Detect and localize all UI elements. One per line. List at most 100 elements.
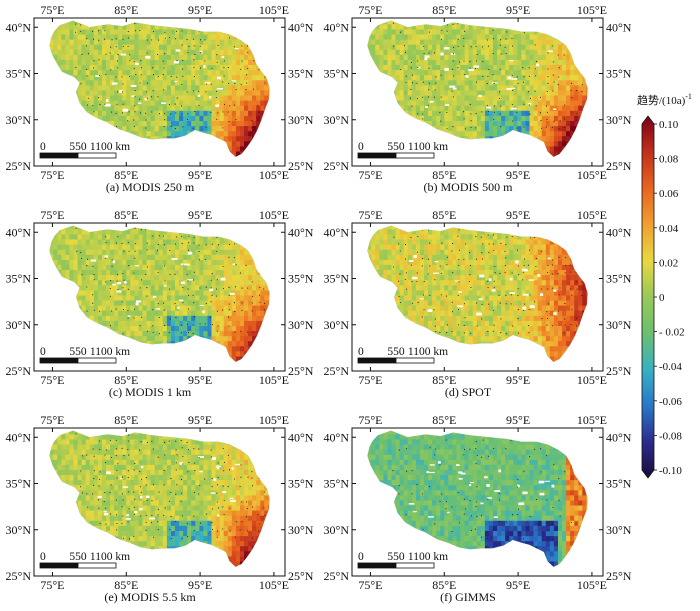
lon-tick-label-bottom: 95°E [188, 578, 212, 592]
lon-tick-label-top: 85°E [432, 3, 456, 17]
colorbar-tick-label: -0.10 [659, 465, 682, 477]
scale-bar-label: 0 [358, 346, 364, 358]
colorbar-ramp [641, 115, 655, 479]
lat-tick-label-right: 35°N [288, 272, 314, 286]
lat-tick-label-left: 25°N [6, 159, 32, 173]
colorbar-svg: 趋势/(10a)-1 0.10 0.08 0.06 0.04 0.02 0 - 0.02 -0.… [637, 92, 692, 479]
scale-bar-label: 1100 km [408, 141, 448, 153]
lon-tick-label-bottom: 75°E [40, 168, 64, 182]
lon-tick-label-bottom: 95°E [188, 168, 212, 182]
map-figure: 75°E 75°E 85°E 85°E 95°E 95°E 105°E 105°E 40°N 40… [6, 3, 314, 182]
lat-tick-label-right: 30°N [606, 113, 632, 127]
map-frame [33, 17, 286, 167]
map-figure: 75°E 75°E 85°E 85°E 95°E 95°E 105°E 105°E 40°N 40… [6, 208, 314, 387]
lon-tick-label-top: 75°E [358, 3, 382, 17]
lon-tick-label-top: 105°E [259, 413, 289, 427]
lon-tick-label-top: 95°E [188, 3, 212, 17]
panel-caption: (f) GIMMS [440, 590, 496, 604]
lon-tick-label-bottom: 85°E [432, 168, 456, 182]
lat-tick-label-right: 35°N [288, 67, 314, 81]
lon-tick-label-bottom: 105°E [259, 578, 289, 592]
lat-tick-label-right: 25°N [288, 364, 314, 378]
map-panel-modis1k: 75°E 75°E 85°E 85°E 95°E 95°E 105°E 105°E 40°N 40… [0, 205, 314, 405]
lat-tick-label-right: 25°N [606, 364, 632, 378]
trend-raster [49, 20, 270, 157]
lon-tick-label-bottom: 105°E [577, 168, 607, 182]
colorbar-tick-label: 0.06 [659, 188, 679, 200]
lon-tick-label-top: 75°E [358, 208, 382, 222]
lat-tick-label-right: 25°N [606, 569, 632, 583]
lat-tick-label-left: 35°N [324, 67, 350, 81]
scale-bar-label: 1100 km [90, 551, 130, 563]
lon-tick-label-bottom: 85°E [114, 168, 138, 182]
lat-tick-label-right: 40°N [288, 20, 314, 34]
lat-tick-label-right: 35°N [606, 477, 632, 491]
lon-tick-label-top: 95°E [506, 3, 530, 17]
scale-bar: 0 550 1100 km [357, 346, 448, 364]
panel-caption: (d) SPOT [444, 385, 492, 399]
colorbar-tick-label: -0.04 [659, 361, 682, 373]
lat-tick-label-right: 40°N [288, 430, 314, 444]
lon-tick-label-top: 75°E [358, 413, 382, 427]
lon-tick-label-bottom: 75°E [358, 578, 382, 592]
scale-bar-label: 550 [387, 346, 405, 358]
lat-tick-label-left: 35°N [324, 272, 350, 286]
lat-tick-label-left: 30°N [6, 113, 32, 127]
panel-caption: (a) MODIS 250 m [105, 180, 195, 194]
lat-tick-label-left: 40°N [324, 20, 350, 34]
colorbar-tick-label: 0.08 [659, 154, 679, 166]
lat-tick-label-left: 35°N [6, 272, 32, 286]
lon-tick-label-top: 95°E [506, 413, 530, 427]
lat-tick-label-right: 30°N [288, 318, 314, 332]
trend-raster [49, 430, 270, 567]
lon-tick-label-top: 105°E [577, 413, 607, 427]
colorbar-tick-label: -0.08 [659, 430, 682, 442]
scale-bar-label: 0 [40, 141, 46, 153]
map-frame [33, 427, 286, 577]
scale-bar-label: 550 [387, 141, 405, 153]
lat-tick-label-right: 30°N [288, 113, 314, 127]
lat-tick-label-right: 30°N [288, 523, 314, 537]
lat-tick-label-left: 30°N [6, 523, 32, 537]
scale-bar-label: 1100 km [90, 141, 130, 153]
lon-tick-label-bottom: 85°E [432, 578, 456, 592]
scale-bar: 0 550 1100 km [357, 551, 448, 569]
map-frame [351, 222, 604, 372]
scale-bar: 0 550 1100 km [357, 141, 448, 159]
lon-tick-label-top: 75°E [40, 208, 64, 222]
scale-bar-label: 550 [387, 551, 405, 563]
trend-raster [49, 225, 270, 362]
lat-tick-label-right: 35°N [606, 272, 632, 286]
lat-tick-label-right: 30°N [606, 318, 632, 332]
lon-tick-label-top: 105°E [577, 208, 607, 222]
lon-tick-label-top: 85°E [114, 413, 138, 427]
lat-tick-label-right: 25°N [288, 159, 314, 173]
lon-tick-label-top: 85°E [432, 413, 456, 427]
lon-tick-label-bottom: 85°E [114, 578, 138, 592]
lat-tick-label-right: 40°N [606, 430, 632, 444]
map-panel-modis250: 75°E 75°E 85°E 85°E 95°E 95°E 105°E 105°E 40°N 40… [0, 0, 314, 200]
lat-tick-label-left: 25°N [6, 569, 32, 583]
map-figure: 75°E 75°E 85°E 85°E 95°E 95°E 105°E 105°E 40°N 40… [324, 413, 632, 592]
lat-tick-label-left: 40°N [324, 430, 350, 444]
scale-bar-label: 0 [40, 346, 46, 358]
lon-tick-label-top: 75°E [40, 3, 64, 17]
lon-tick-label-top: 75°E [40, 413, 64, 427]
lon-tick-label-top: 85°E [432, 208, 456, 222]
lon-tick-label-bottom: 75°E [40, 578, 64, 592]
map-panel-modis55: 75°E 75°E 85°E 85°E 95°E 95°E 105°E 105°E 40°N 40… [0, 410, 314, 610]
map-figure: 75°E 75°E 85°E 85°E 95°E 95°E 105°E 105°E 40°N 40… [324, 3, 632, 182]
lat-tick-label-left: 40°N [324, 225, 350, 239]
trend-raster [367, 430, 588, 567]
colorbar-tick-label: 0 [659, 292, 665, 304]
lon-tick-label-bottom: 85°E [114, 373, 138, 387]
map-figure: 75°E 75°E 85°E 85°E 95°E 95°E 105°E 105°E 40°N 40… [324, 208, 632, 387]
map-panel-gimms: 75°E 75°E 85°E 85°E 95°E 95°E 105°E 105°E 40°N 40… [318, 410, 632, 610]
lat-tick-label-left: 40°N [6, 430, 32, 444]
scale-bar-label: 550 [69, 141, 87, 153]
scale-bar: 0 550 1100 km [39, 141, 130, 159]
lat-tick-label-right: 35°N [288, 477, 314, 491]
lat-tick-label-left: 30°N [324, 523, 350, 537]
map-frame [33, 222, 286, 372]
lon-tick-label-bottom: 95°E [506, 373, 530, 387]
